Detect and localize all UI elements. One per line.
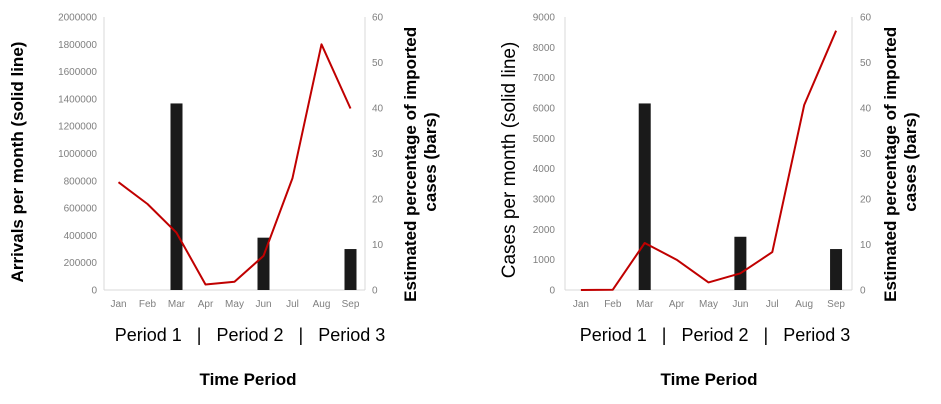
- x-tick-label: Jul: [286, 299, 299, 310]
- x-tick-label: Jun: [732, 299, 748, 310]
- y-tick-label-left: 1000000: [58, 149, 97, 160]
- y-tick-label-right: 0: [860, 286, 866, 297]
- y-tick-label-right: 10: [372, 240, 384, 251]
- x-tick-label: Feb: [604, 299, 622, 310]
- chart-cases: 0 1000 2000 3000 4000 5000 6000 7000 8000 9000 0 1…: [499, 13, 920, 390]
- x-tick-label: Aug: [795, 299, 813, 310]
- y-axis-title-right-line2: cases (bars): [421, 112, 440, 211]
- y-ticks-left: 0 200000 400000 600000 800000 1000000 1200000 1…: [58, 13, 97, 297]
- y-tick-label-left: 6000: [533, 104, 556, 115]
- y-tick-label-left: 4000: [533, 164, 556, 175]
- y-tick-label-left: 3000: [533, 195, 556, 206]
- y-tick-label-left: 2000000: [58, 13, 97, 24]
- y-tick-label-left: 1800000: [58, 40, 97, 51]
- y-tick-label-left: 8000: [533, 43, 556, 54]
- y-tick-label-left: 9000: [533, 13, 556, 24]
- series-line: [580, 30, 838, 291]
- x-tick-label: Sep: [342, 299, 360, 310]
- y-tick-label-right: 10: [860, 240, 872, 251]
- y-tick-label-left: 1200000: [58, 122, 97, 133]
- bar-series: [170, 103, 357, 290]
- y-axis-title-right-line1: Estimated percentage of imported: [881, 27, 900, 302]
- y-axis-title-right: Estimated percentage of imported cases (…: [401, 22, 440, 302]
- y-tick-label-left: 5000: [533, 134, 556, 145]
- y-tick-label-right: 30: [860, 149, 872, 160]
- y-tick-label-left: 7000: [533, 73, 556, 84]
- y-tick-label-left: 1400000: [58, 94, 97, 105]
- y-tick-label-left: 1600000: [58, 67, 97, 78]
- x-tick-label: Aug: [313, 299, 331, 310]
- y-tick-label-right: 40: [372, 104, 384, 115]
- y-ticks-right: 0 10 20 30 40 50 60: [860, 13, 872, 297]
- y-ticks-right: 0 10 20 30 40 50 60: [372, 13, 384, 297]
- y-tick-label-right: 60: [372, 13, 384, 24]
- x-tick-label: Jan: [573, 299, 589, 310]
- x-tick-label: Jun: [255, 299, 271, 310]
- x-tick-label: Sep: [827, 299, 845, 310]
- y-axis-title-left: Arrivals per month (solid line): [8, 42, 27, 283]
- period-labels: Period 1 | Period 2 | Period 3: [580, 325, 851, 345]
- bar-sep: [344, 249, 357, 290]
- y-tick-label-right: 50: [372, 58, 384, 69]
- y-tick-label-left: 1000: [533, 255, 556, 266]
- bar-sep: [830, 249, 843, 290]
- y-axis-title-right-line1: Estimated percentage of imported: [401, 27, 420, 302]
- x-tick-label: Jan: [110, 299, 126, 310]
- bar-jun: [257, 237, 270, 290]
- x-tick-label: Mar: [168, 299, 186, 310]
- x-ticks: Jan Feb Mar Apr May Jun Jul Aug Sep: [110, 299, 359, 310]
- y-axis-title-right-line2: cases (bars): [901, 112, 920, 211]
- line-series: [117, 43, 352, 286]
- y-tick-label-right: 40: [860, 104, 872, 115]
- x-tick-label: Apr: [669, 299, 685, 310]
- y-tick-label-right: 20: [860, 195, 872, 206]
- bar-series: [638, 103, 843, 290]
- x-ticks: Jan Feb Mar Apr May Jun Jul Aug Sep: [573, 299, 846, 310]
- x-tick-label: May: [699, 299, 718, 310]
- x-tick-label: May: [225, 299, 244, 310]
- y-tick-label-left: 200000: [64, 258, 98, 269]
- bar-jun: [734, 236, 747, 290]
- period-labels: Period 1 | Period 2 | Period 3: [115, 325, 386, 345]
- bar-mar: [170, 103, 183, 290]
- series-line: [117, 43, 352, 286]
- y-tick-label-left: 0: [549, 286, 555, 297]
- chart-arrivals: 0 200000 400000 600000 800000 1000000 1200000 1…: [8, 13, 440, 390]
- x-axis-title: Time Period: [661, 370, 758, 389]
- x-tick-label: Mar: [636, 299, 654, 310]
- y-tick-label-left: 400000: [64, 231, 98, 242]
- y-ticks-left: 0 1000 2000 3000 4000 5000 6000 7000 8000 9000: [533, 13, 556, 297]
- y-tick-label-left: 800000: [64, 176, 98, 187]
- y-axis-title-left: Cases per month (solid line): [499, 42, 520, 279]
- y-tick-label-right: 30: [372, 149, 384, 160]
- y-tick-label-right: 60: [860, 13, 872, 24]
- x-tick-label: Jul: [766, 299, 779, 310]
- line-series: [580, 30, 838, 291]
- x-tick-label: Apr: [198, 299, 214, 310]
- bar-mar: [638, 103, 651, 290]
- x-axis-title: Time Period: [200, 370, 297, 389]
- y-tick-label-right: 0: [372, 286, 378, 297]
- y-tick-label-left: 600000: [64, 204, 98, 215]
- x-tick-label: Feb: [139, 299, 157, 310]
- y-axis-title-right: Estimated percentage of imported cases (…: [881, 22, 920, 302]
- y-tick-label-right: 50: [860, 58, 872, 69]
- y-tick-label-left: 2000: [533, 225, 556, 236]
- y-tick-label-left: 0: [91, 286, 97, 297]
- y-tick-label-right: 20: [372, 195, 384, 206]
